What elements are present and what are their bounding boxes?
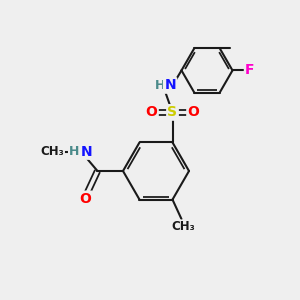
Text: N: N [81,145,92,158]
Text: O: O [146,105,158,119]
Text: N: N [164,78,176,92]
Text: H: H [155,79,166,92]
Text: O: O [188,105,200,119]
Text: F: F [245,63,255,77]
Text: O: O [80,192,92,206]
Text: CH₃: CH₃ [40,145,64,158]
Text: H: H [69,145,80,158]
Text: CH₃: CH₃ [171,220,195,233]
Text: S: S [167,105,178,119]
